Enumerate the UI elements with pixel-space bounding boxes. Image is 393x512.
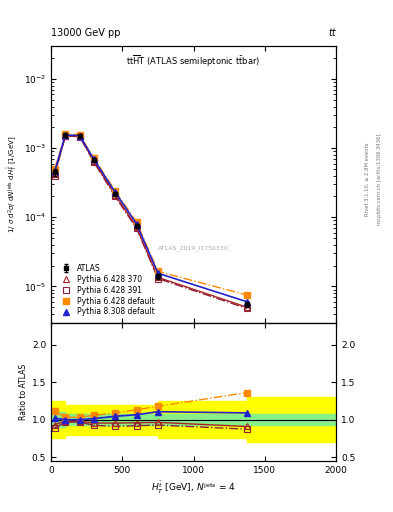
Pythia 8.308 default [77, 133, 82, 139]
Pythia 8.308 default [63, 132, 68, 138]
Pythia 6.428 370 [113, 192, 118, 198]
Text: mcplots.cern.ch [arXiv:1306.3436]: mcplots.cern.ch [arXiv:1306.3436] [377, 134, 382, 225]
Pythia 8.308 default [52, 168, 57, 175]
Text: tt: tt [328, 28, 336, 38]
Pythia 6.428 391 [244, 305, 249, 311]
Text: 13000 GeV pp: 13000 GeV pp [51, 28, 121, 38]
Pythia 6.428 370 [156, 274, 160, 281]
Pythia 6.428 370 [92, 158, 96, 164]
Pythia 8.308 default [134, 221, 139, 227]
Pythia 6.428 391 [113, 194, 118, 200]
Pythia 8.308 default [156, 270, 160, 276]
Pythia 6.428 default [92, 155, 96, 161]
Pythia 6.428 391 [134, 225, 139, 231]
Pythia 6.428 default [134, 219, 139, 225]
Pythia 6.428 370 [63, 133, 68, 139]
Pythia 6.428 default [63, 131, 68, 137]
Pythia 6.428 default [113, 188, 118, 194]
Pythia 6.428 370 [244, 304, 249, 310]
Pythia 6.428 default [156, 268, 160, 274]
Y-axis label: Ratio to ATLAS: Ratio to ATLAS [19, 364, 28, 420]
Line: Pythia 8.308 default: Pythia 8.308 default [52, 132, 250, 305]
Line: Pythia 6.428 default: Pythia 6.428 default [52, 131, 250, 298]
Pythia 8.308 default [244, 298, 249, 305]
Text: tt$\overline{\mathrm{H}}$T (ATLAS semileptonic t$\bar{\mathrm{t}}$bar): tt$\overline{\mathrm{H}}$T (ATLAS semile… [127, 54, 261, 70]
Pythia 6.428 391 [92, 159, 96, 165]
X-axis label: $H_T^{\bar{t}}$ [GeV], $N^{\mathrm{jets}}$ = 4: $H_T^{\bar{t}}$ [GeV], $N^{\mathrm{jets}… [151, 480, 236, 497]
Pythia 8.308 default [113, 189, 118, 196]
Pythia 6.428 370 [134, 224, 139, 230]
Pythia 6.428 default [77, 132, 82, 138]
Pythia 6.428 370 [77, 133, 82, 139]
Pythia 6.428 391 [77, 134, 82, 140]
Pythia 6.428 default [244, 292, 249, 298]
Line: Pythia 6.428 370: Pythia 6.428 370 [52, 133, 250, 310]
Pythia 6.428 391 [63, 133, 68, 139]
Text: ATLAS_2019_I1750330: ATLAS_2019_I1750330 [158, 245, 229, 251]
Y-axis label: 1/ $\sigma$ d$^2\sigma$/ d$N^{\mathrm{jets}}$ d$H_T^{\bar{t}}$ [1/GeV]: 1/ $\sigma$ d$^2\sigma$/ d$N^{\mathrm{je… [6, 136, 20, 233]
Line: Pythia 6.428 391: Pythia 6.428 391 [52, 133, 250, 311]
Pythia 6.428 391 [156, 275, 160, 282]
Pythia 6.428 default [52, 166, 57, 172]
Legend: ATLAS, Pythia 6.428 370, Pythia 6.428 391, Pythia 6.428 default, Pythia 8.308 de: ATLAS, Pythia 6.428 370, Pythia 6.428 39… [55, 262, 157, 319]
Text: Rivet 3.1.10, ≥ 2.8M events: Rivet 3.1.10, ≥ 2.8M events [365, 142, 370, 216]
Pythia 8.308 default [92, 156, 96, 162]
Pythia 6.428 370 [52, 171, 57, 177]
Pythia 6.428 391 [52, 173, 57, 179]
